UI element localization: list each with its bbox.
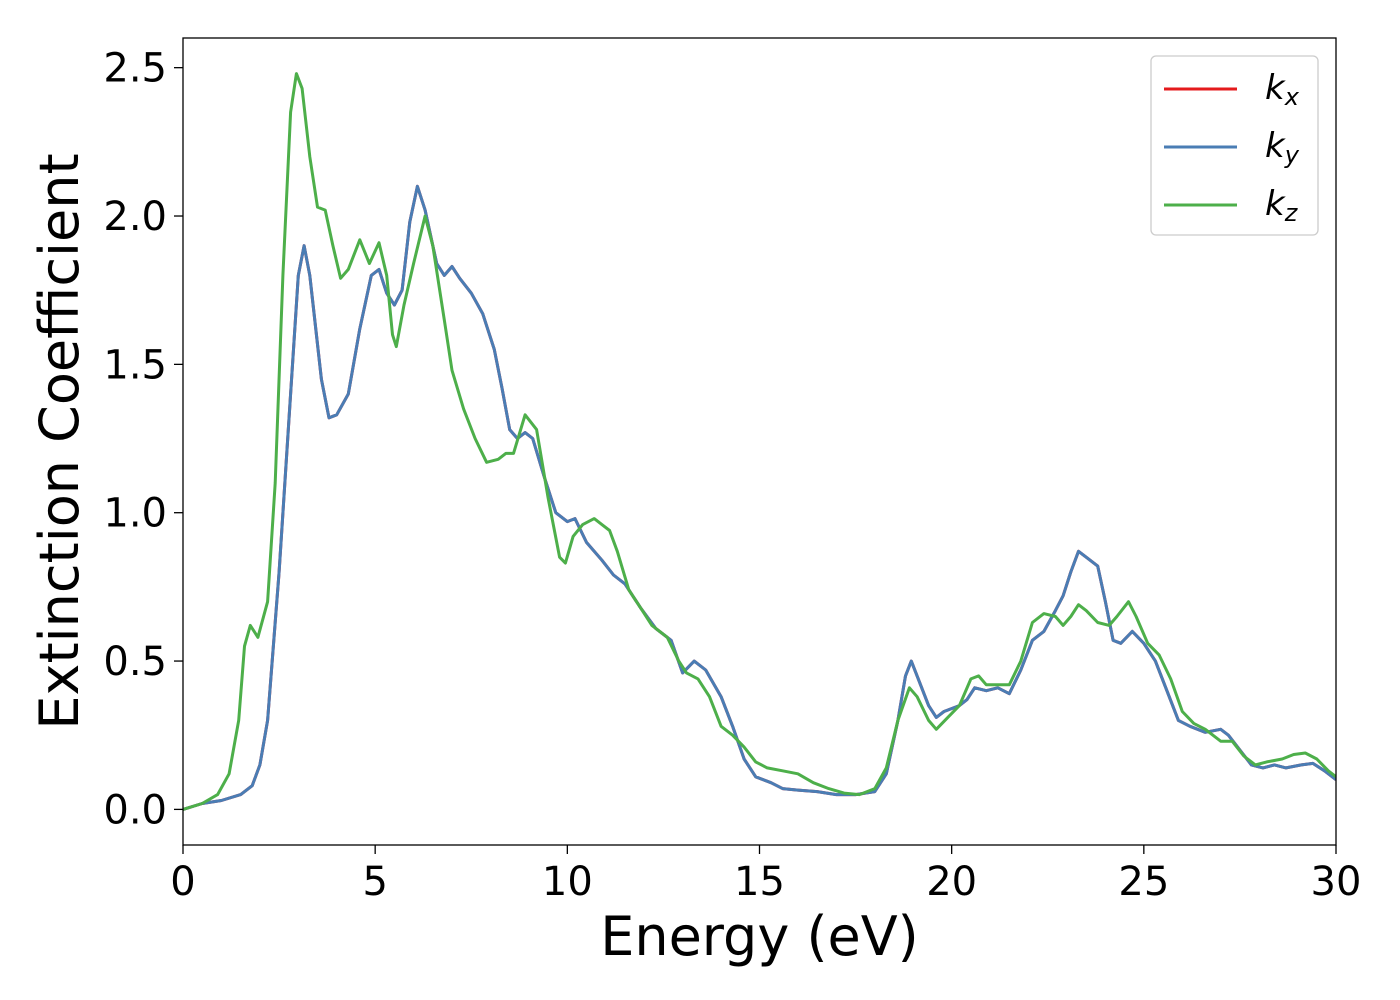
x-tick-label: 10	[542, 859, 593, 905]
y-tick-label: 0.5	[103, 639, 167, 685]
y-axis-ticks: 0.0 0.5 1.0 1.5 2.0 2.5	[103, 46, 183, 833]
x-tick-label: 25	[1118, 859, 1169, 905]
series-line-z	[183, 72, 1336, 811]
series-layer	[183, 72, 1336, 811]
legend-label-base: k	[1265, 126, 1286, 166]
x-tick-label: 5	[362, 859, 387, 905]
x-tick-label: 30	[1311, 859, 1362, 905]
y-tick-label: 0.0	[103, 787, 167, 833]
legend-label-subscript: z	[1284, 199, 1299, 227]
legend-label-subscript: y	[1284, 141, 1300, 169]
legend-label-y: ky	[1265, 126, 1300, 169]
x-tick-label: 15	[734, 859, 785, 905]
y-tick-label: 1.5	[103, 342, 167, 388]
y-tick-label: 1.0	[103, 491, 167, 537]
y-tick-label: 2.0	[103, 194, 167, 240]
x-tick-label: 20	[926, 859, 977, 905]
legend-label-subscript: x	[1284, 83, 1300, 111]
x-tick-label: 0	[170, 859, 195, 905]
legend-label-base: k	[1265, 68, 1286, 108]
legend-label-base: k	[1265, 184, 1286, 224]
legend-label-z: kz	[1265, 184, 1299, 227]
legend-label-x: kx	[1265, 68, 1300, 111]
y-axis-label: Extinction Coefficient	[28, 153, 91, 729]
y-tick-label: 2.5	[103, 46, 167, 92]
x-axis-ticks: 0 5 10 15 20 25 30	[170, 845, 1361, 905]
x-axis-label: Energy (eV)	[600, 905, 919, 968]
